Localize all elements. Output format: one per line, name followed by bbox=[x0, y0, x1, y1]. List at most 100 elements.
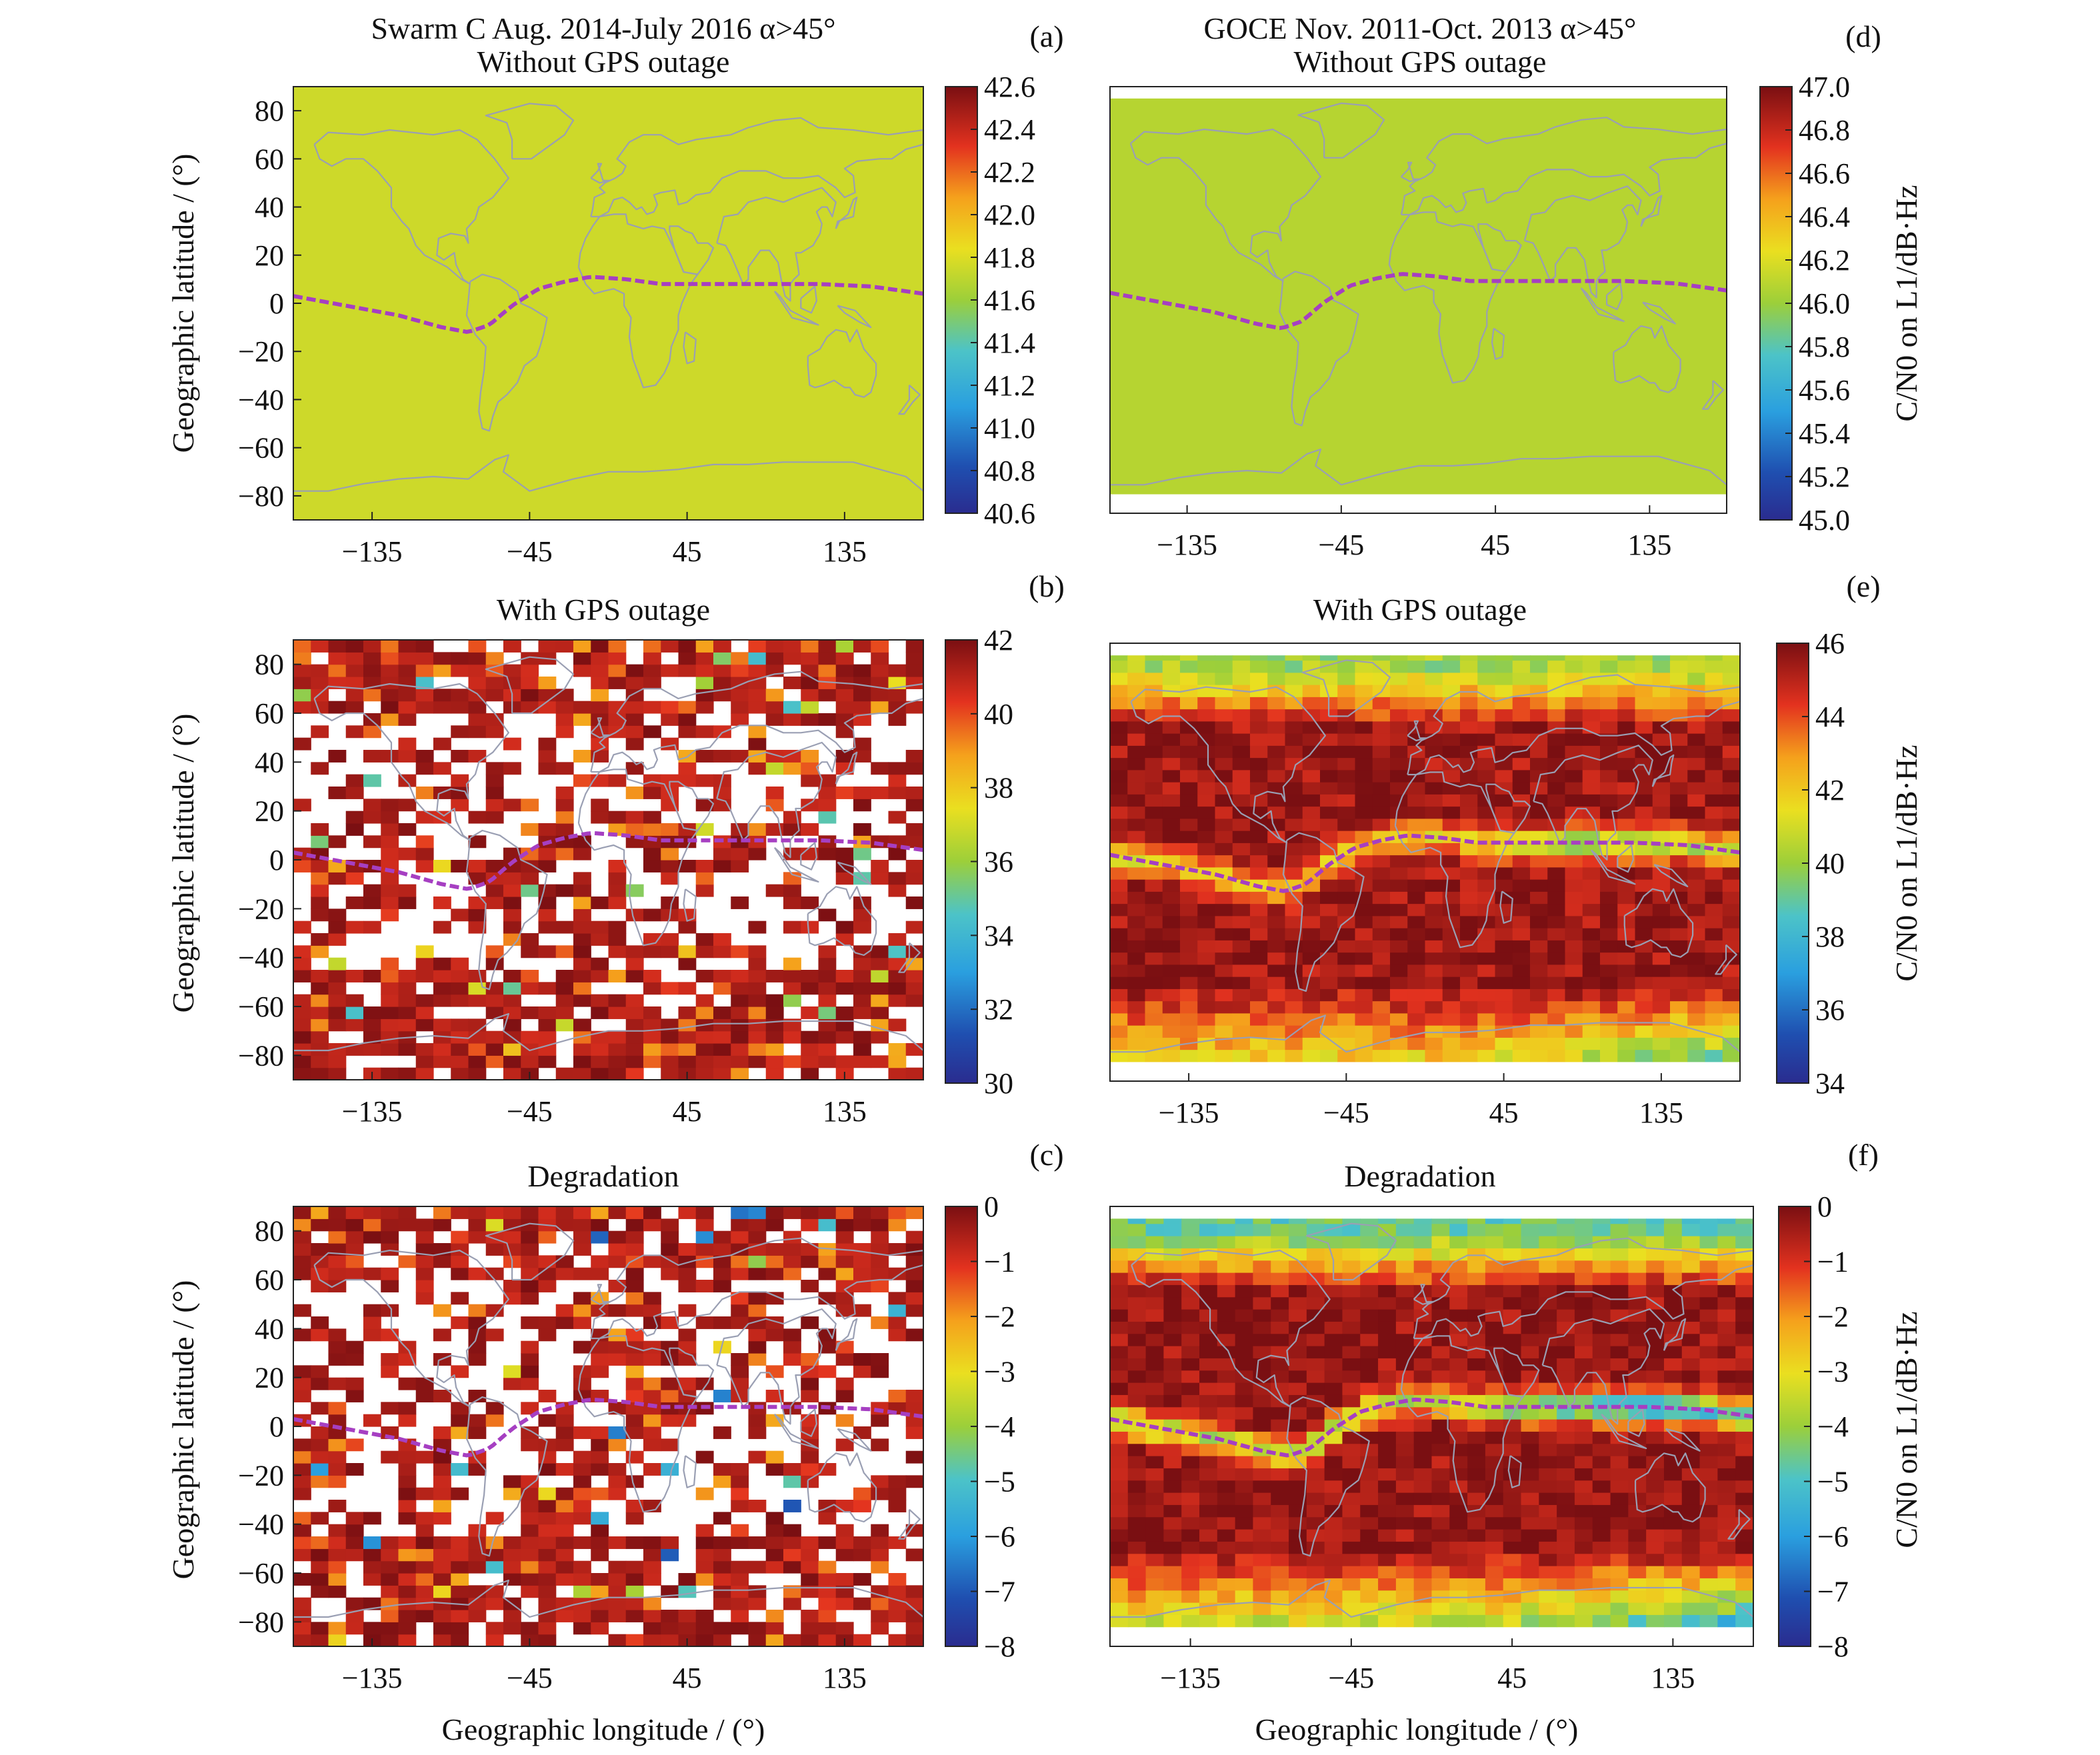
heatmap-cell bbox=[311, 1328, 329, 1342]
colorbar-tick-label: −6 bbox=[1817, 1520, 1849, 1553]
heatmap-cell bbox=[1215, 903, 1233, 916]
heatmap-cell bbox=[555, 945, 574, 958]
heatmap-cell bbox=[748, 970, 767, 982]
heatmap-cell bbox=[661, 1243, 679, 1256]
heatmap-cell bbox=[468, 835, 487, 849]
heatmap-cell bbox=[1110, 1236, 1129, 1248]
heatmap-cell bbox=[713, 1067, 731, 1080]
heatmap-cell bbox=[1217, 1614, 1236, 1628]
heatmap-cell bbox=[1600, 794, 1618, 807]
heatmap-cell bbox=[1271, 1333, 1289, 1346]
heatmap-cell bbox=[713, 860, 731, 873]
heatmap-cell bbox=[1635, 709, 1653, 722]
heatmap-cell bbox=[1145, 818, 1163, 831]
coastline bbox=[837, 305, 872, 329]
heatmap-cell bbox=[731, 1316, 749, 1329]
heatmap-cell bbox=[381, 1365, 399, 1378]
heatmap-cell bbox=[1442, 1049, 1461, 1062]
heatmap-cell bbox=[1271, 1468, 1289, 1481]
panel-subtitle: Without GPS outage bbox=[1294, 45, 1547, 79]
heatmap-cell bbox=[783, 1230, 801, 1244]
coastlines bbox=[1110, 1222, 1755, 1618]
heatmap-cell bbox=[1145, 1218, 1165, 1224]
heatmap-cell bbox=[1110, 1456, 1129, 1468]
heatmap-cell bbox=[468, 1597, 487, 1610]
heatmap-cell bbox=[1127, 1443, 1147, 1456]
heatmap-cell bbox=[871, 1255, 889, 1268]
heatmap-cell bbox=[1320, 806, 1338, 819]
heatmap-cell bbox=[538, 1634, 557, 1647]
heatmap-cell bbox=[1565, 855, 1583, 868]
heatmap-cell bbox=[1610, 1443, 1629, 1456]
heatmap-cell bbox=[1717, 1321, 1736, 1334]
heatmap-cell bbox=[905, 1292, 924, 1305]
heatmap-cell bbox=[661, 1536, 679, 1549]
heatmap-cell bbox=[835, 1006, 854, 1019]
heatmap-cell bbox=[783, 1055, 801, 1068]
heatmap-cell bbox=[1197, 672, 1216, 685]
heatmap-cell bbox=[801, 1377, 819, 1390]
heatmap-cell bbox=[1197, 769, 1216, 783]
heatmap-cell bbox=[1477, 867, 1496, 880]
heatmap-cell bbox=[1285, 976, 1303, 989]
heatmap-cell bbox=[1717, 1468, 1736, 1481]
heatmap-cell bbox=[1250, 769, 1268, 783]
heatmap-cell bbox=[328, 1438, 347, 1452]
heatmap-cell bbox=[713, 1267, 731, 1280]
heatmap-cell bbox=[801, 652, 819, 665]
heatmap-cell bbox=[1521, 1602, 1539, 1615]
heatmap-cell bbox=[853, 1267, 871, 1280]
heatmap-cell bbox=[1485, 1480, 1504, 1493]
heatmap-cell bbox=[415, 1018, 434, 1032]
heatmap-cell bbox=[555, 920, 574, 934]
heatmap-cell bbox=[381, 896, 399, 909]
panel-subtitle: With GPS outage bbox=[497, 593, 710, 627]
heatmap-cell bbox=[1485, 1590, 1504, 1603]
heatmap-cell bbox=[1495, 879, 1513, 892]
heatmap-cell bbox=[1324, 1443, 1343, 1456]
heatmap-cell bbox=[1547, 709, 1566, 722]
heatmap-cell bbox=[433, 1206, 451, 1219]
heatmap-cell bbox=[1722, 964, 1741, 977]
heatmap-cell bbox=[695, 1067, 714, 1080]
colorbar-tick-label: −5 bbox=[984, 1466, 1015, 1498]
heatmap-cell bbox=[1110, 806, 1128, 819]
heatmap-cell bbox=[1670, 1037, 1688, 1050]
heatmap-cell bbox=[1592, 1248, 1611, 1261]
heatmap-cell bbox=[1521, 1358, 1539, 1371]
heatmap-cell bbox=[328, 1548, 347, 1562]
heatmap-cell bbox=[1610, 1614, 1629, 1628]
heatmap-cell bbox=[311, 1475, 329, 1488]
heatmap-cell bbox=[415, 1280, 434, 1292]
heatmap-cell bbox=[1110, 867, 1128, 880]
heatmap-cell bbox=[713, 664, 731, 677]
heatmap-cell bbox=[1372, 843, 1391, 856]
heatmap-cell bbox=[853, 1536, 871, 1549]
heatmap-cell bbox=[1442, 806, 1461, 819]
heatmap-cell bbox=[1181, 1578, 1200, 1591]
heatmap-cell bbox=[608, 920, 627, 934]
heatmap-cells bbox=[1110, 655, 1741, 1062]
heatmap-cell bbox=[1717, 1218, 1736, 1224]
heatmap-cell bbox=[1127, 1406, 1147, 1420]
heatmap-cell bbox=[1215, 928, 1233, 940]
heatmap-cell bbox=[1628, 1218, 1647, 1224]
heatmap-cell bbox=[1735, 1456, 1754, 1468]
heatmap-cell bbox=[1646, 1468, 1665, 1481]
heatmap-cell bbox=[1687, 891, 1706, 904]
heatmap-cell bbox=[748, 982, 767, 995]
heatmap-cell bbox=[661, 1438, 679, 1452]
heatmap-cell bbox=[1127, 1566, 1147, 1578]
heatmap-cell bbox=[801, 1573, 819, 1586]
coastline bbox=[590, 671, 925, 773]
heatmap-cell bbox=[1582, 976, 1601, 989]
heatmap-cell bbox=[1407, 891, 1426, 904]
heatmap-cell bbox=[1530, 952, 1548, 965]
heatmap-cell bbox=[538, 945, 557, 958]
heatmap-cell bbox=[1407, 964, 1426, 977]
heatmap-cell bbox=[818, 1560, 837, 1574]
heatmap-cell bbox=[748, 1536, 767, 1549]
heatmap-cell bbox=[1162, 672, 1181, 685]
heatmap-cell bbox=[415, 1055, 434, 1068]
heatmap-cell bbox=[1460, 660, 1478, 673]
